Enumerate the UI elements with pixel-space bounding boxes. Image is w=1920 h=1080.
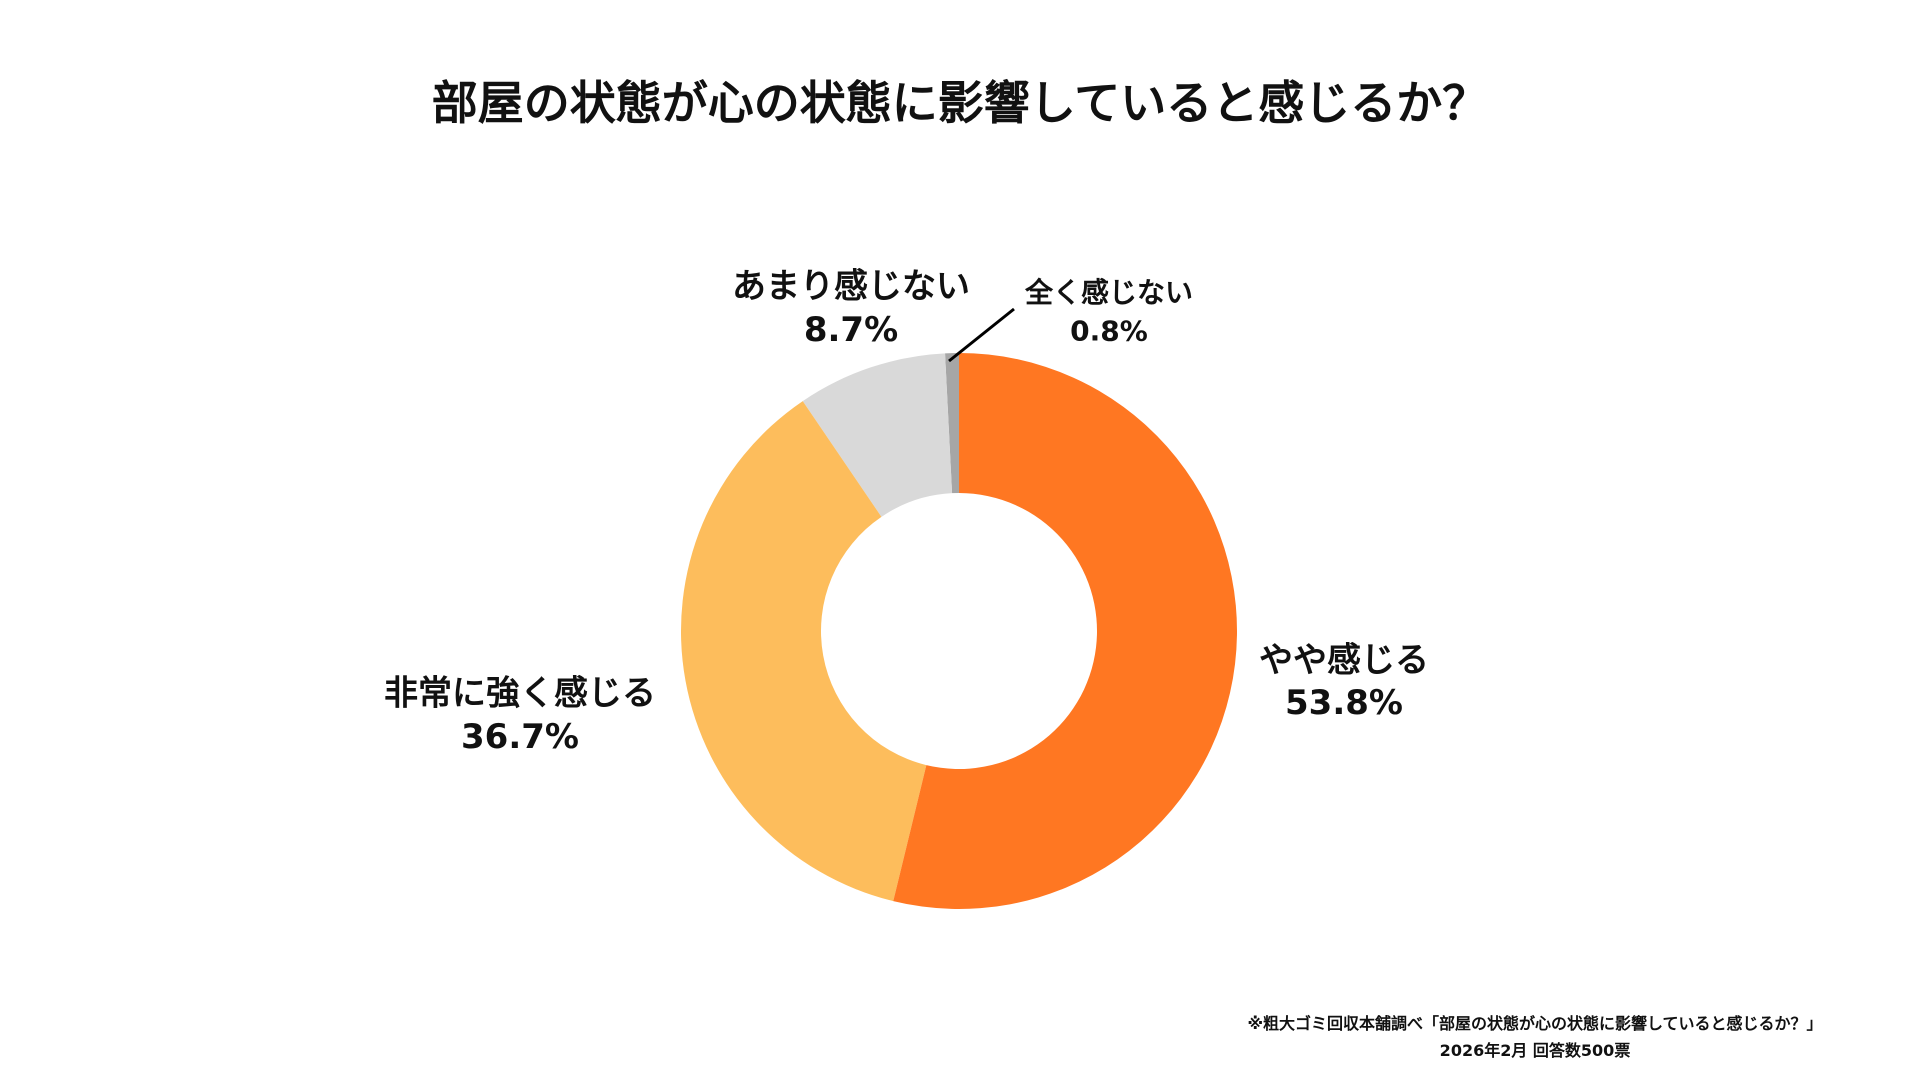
slice-1 [680, 401, 927, 902]
slice-3 [945, 353, 959, 494]
slice-value-2: 8.7% [803, 310, 899, 350]
footer-source: ※粗大ゴミ回収本舗調べ「部屋の状態が心の状態に影響していると感じるか？」 [1247, 1014, 1823, 1033]
slice-label-2: あまり感じない [732, 266, 970, 307]
slice-label-3: 全く感じない [1024, 276, 1194, 309]
footer-date: 2026年2月 回答数500票 [1439, 1041, 1631, 1060]
slice-value-3: 0.8% [1070, 314, 1148, 348]
leader-line [948, 307, 1015, 363]
chart-title: 部屋の状態が心の状態に影響していると感じるか？ [431, 76, 1489, 130]
slice-value-0: 53.8% [1285, 683, 1403, 723]
slice-label-1: 非常に強く感じる [384, 673, 656, 714]
slice-0 [893, 353, 1237, 909]
slice-label-0: やや感じる [1259, 640, 1429, 681]
slice-value-1: 36.7% [461, 717, 579, 757]
slice-2 [802, 353, 953, 517]
